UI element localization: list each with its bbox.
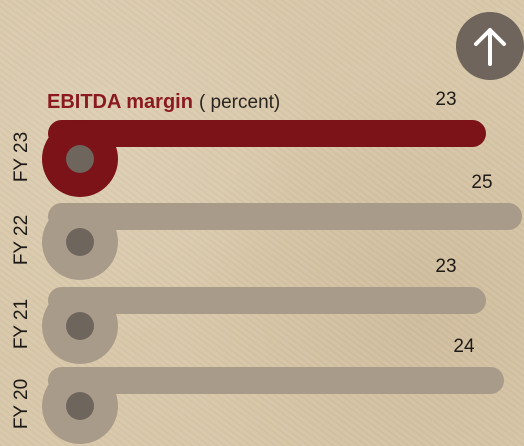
value-label: 23 [435, 89, 456, 110]
scroll-top-button[interactable] [456, 12, 524, 80]
bar-knob-dot [66, 228, 94, 256]
chart-title: EBITDA margin [47, 91, 193, 113]
bar-knob-dot [66, 392, 94, 420]
bar [48, 120, 486, 147]
category-label: FY 23 [11, 132, 32, 182]
bar [48, 203, 522, 230]
bar [48, 367, 504, 394]
category-label: FY 22 [11, 215, 32, 265]
category-label: FY 21 [11, 299, 32, 349]
bar-knob-dot [66, 145, 94, 173]
bar-knob-dot [66, 312, 94, 340]
up-arrow-icon[interactable] [474, 28, 506, 66]
value-label: 25 [471, 172, 492, 193]
category-label: FY 20 [11, 379, 32, 429]
value-label: 24 [453, 336, 475, 357]
bar [48, 287, 486, 314]
chart-subtitle: ( percent) [199, 92, 280, 113]
value-label: 23 [435, 256, 456, 277]
chart-title-line: EBITDA margin ( percent) [47, 91, 280, 113]
